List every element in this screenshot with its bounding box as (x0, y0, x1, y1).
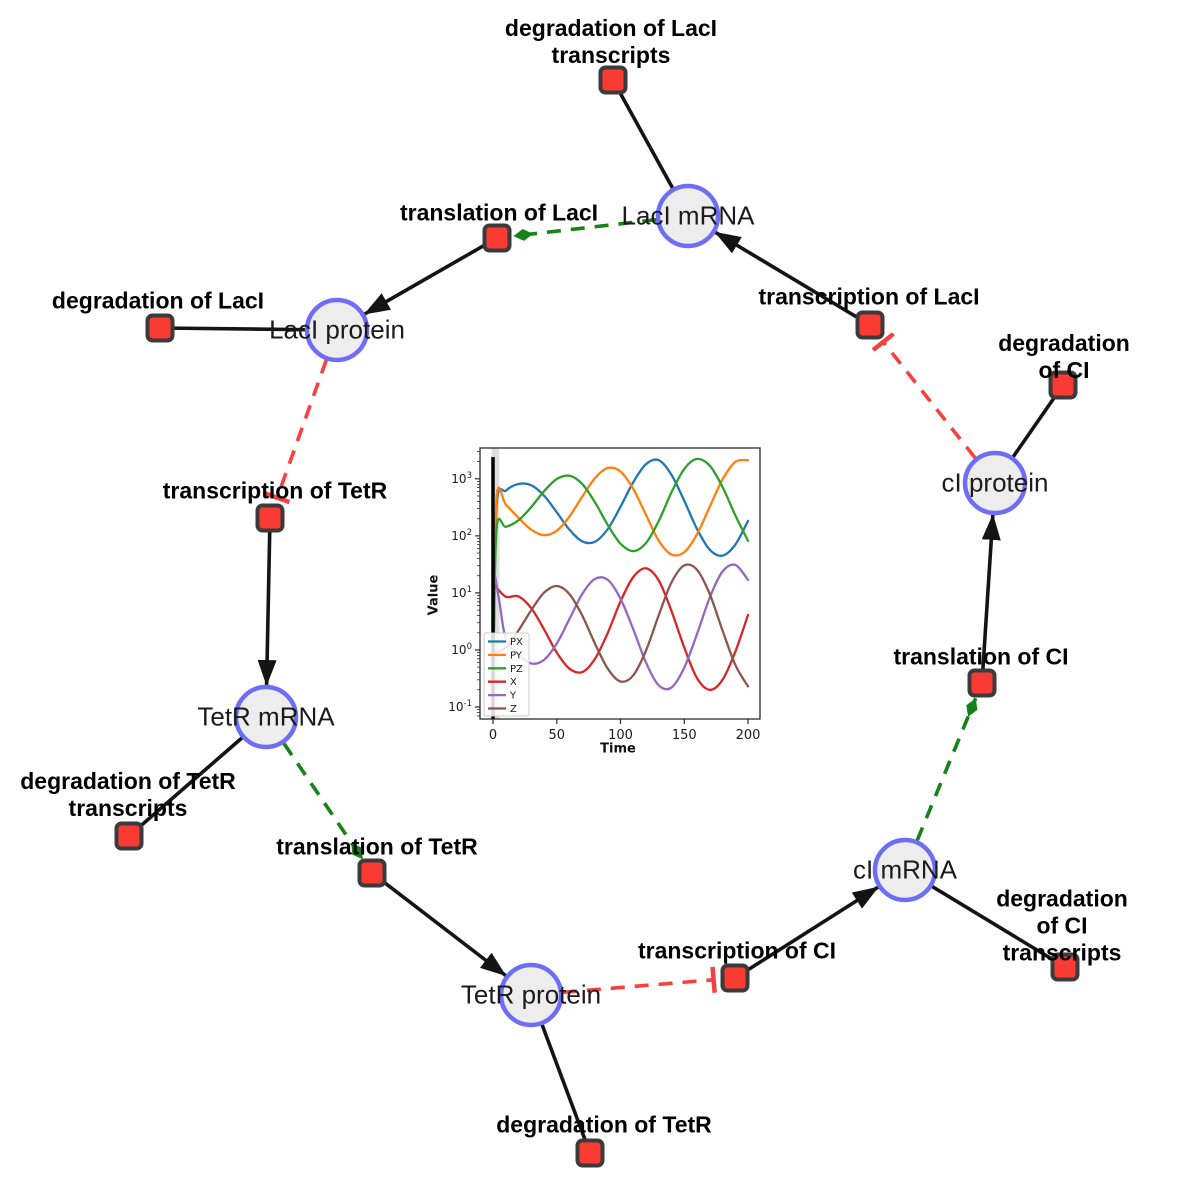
timeseries-plot-axes: 0 50 100 150 200 103 102 101 100 10-1 PX PY PZ XYZ (448, 447, 761, 743)
legend-label-Y: Y (509, 691, 517, 702)
series-PX (492, 458, 750, 634)
production-edge (363, 236, 498, 316)
x-axis-label: Time (600, 741, 636, 757)
x-tick-label: 100 (608, 728, 633, 743)
production-edge (257, 517, 277, 686)
reaction-node-translation-tetr (357, 858, 387, 888)
x-tick-label: 150 (672, 728, 697, 743)
reaction-node-deg-laci (145, 313, 175, 343)
y-tick-label: 102 (451, 528, 472, 543)
reaction-node-transcription-ci (720, 963, 750, 993)
inhibition-edge (883, 342, 977, 460)
reaction-node-deg-ci-transcripts (1050, 952, 1080, 982)
x-tick-label: 50 (549, 728, 566, 743)
y-tick-label: 10-1 (448, 699, 472, 714)
modifier-edge (282, 742, 365, 861)
legend-label-PY: PY (510, 650, 523, 661)
series-Z (492, 563, 750, 688)
legend-label-X: X (510, 677, 517, 688)
reaction-node-deg-ci (1048, 370, 1078, 400)
reaction-node-deg-tetr-transcripts (114, 821, 144, 851)
species-node-tetr-mrna (233, 684, 299, 750)
nodes-layer (114, 65, 1080, 1168)
reaction-node-deg-tetr (575, 1138, 605, 1168)
species-node-laci-protein (304, 297, 370, 363)
legend-label-PX: PX (510, 637, 523, 648)
series-X (492, 567, 750, 691)
inhibition-edge (277, 359, 328, 498)
legend-label-Z: Z (510, 704, 517, 715)
inhibition-edge (562, 980, 714, 995)
production-edge (734, 885, 879, 980)
production-edge (714, 230, 871, 327)
y-axis-label: Value (426, 574, 442, 616)
modifier-edge (513, 217, 657, 241)
reaction-node-translation-laci (482, 223, 512, 253)
series-PZ (492, 457, 750, 629)
y-tick-label: 100 (451, 642, 472, 657)
modifier-edge (915, 697, 978, 842)
species-node-ci-protein (962, 450, 1028, 516)
y-tick-label: 103 (451, 471, 472, 486)
species-node-laci-mrna (655, 183, 721, 249)
production-edge (370, 871, 507, 977)
reaction-node-transcription-tetr (255, 503, 285, 533)
y-tick-label: 101 (451, 585, 472, 600)
legend-label-PZ: PZ (510, 664, 523, 675)
reaction-node-translation-ci (967, 668, 997, 698)
species-node-tetr-protein (498, 962, 564, 1028)
reaction-node-transcription-laci (855, 310, 885, 340)
timeseries-plot: 0 50 100 150 200 103 102 101 100 10-1 PX PY PZ X Y Z Ti… (425, 438, 770, 763)
series-Y (492, 563, 750, 691)
reaction-node-deg-laci-transcripts (598, 65, 628, 95)
x-tick-label: 0 (489, 728, 497, 743)
production-edge (980, 513, 1001, 684)
species-node-ci-mrna (872, 837, 938, 903)
x-tick-label: 200 (736, 728, 761, 743)
